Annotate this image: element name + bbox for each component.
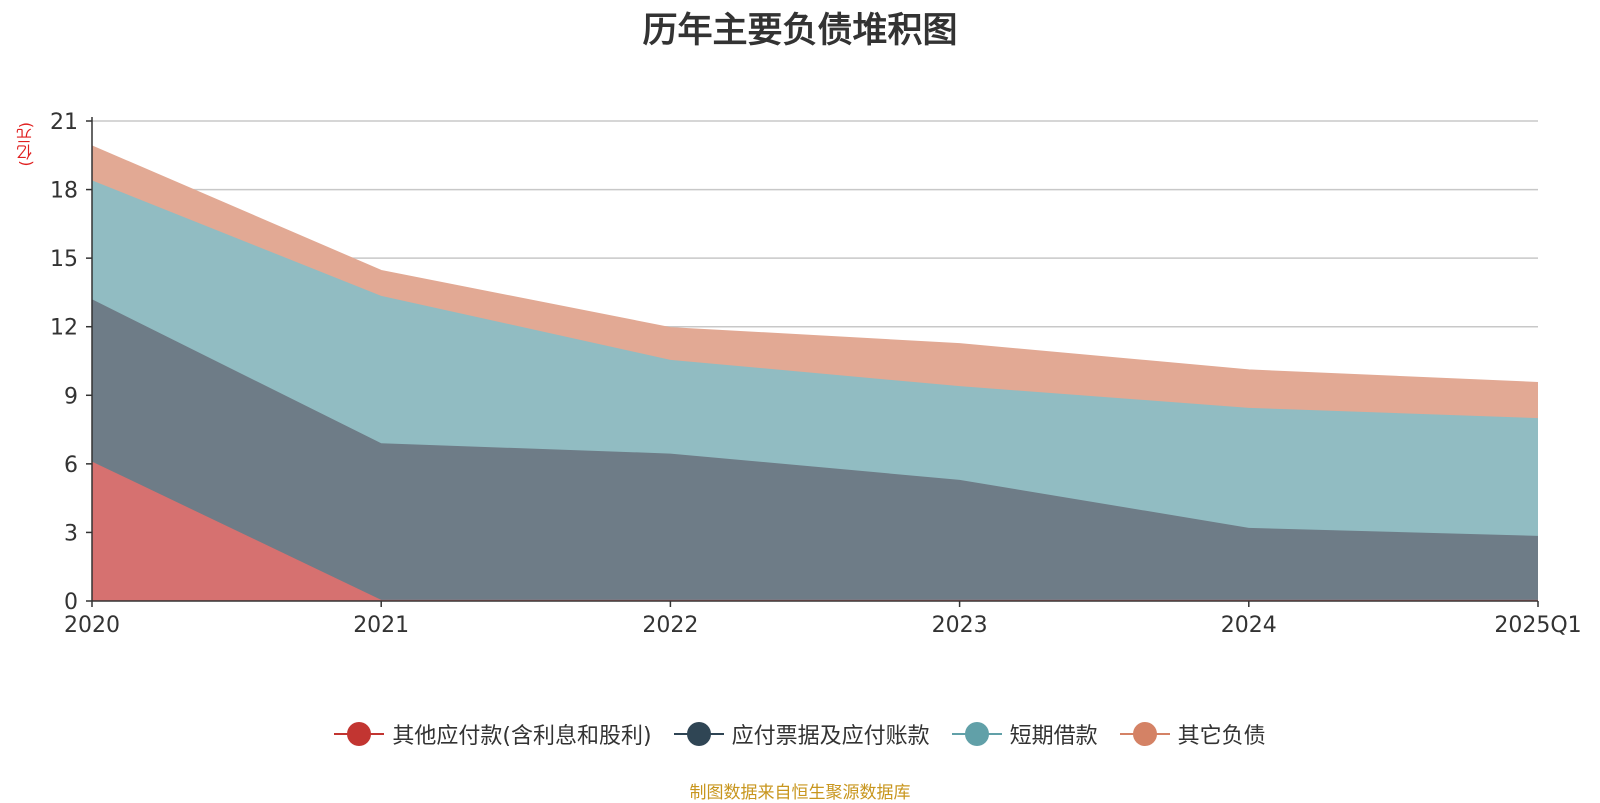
x-tick-label: 2020 xyxy=(64,613,120,638)
y-tick-label: 15 xyxy=(50,247,78,272)
y-tick-label: 21 xyxy=(50,110,78,135)
area-series-2 xyxy=(92,180,1538,536)
y-tick-label: 9 xyxy=(64,384,78,409)
legend-symbol xyxy=(673,721,724,747)
y-tick-label: 3 xyxy=(64,521,78,546)
x-tick-label: 2022 xyxy=(642,613,698,638)
legend-symbol xyxy=(1119,721,1170,747)
legend-label-notes-accounts-payable: 应付票据及应付账款 xyxy=(731,724,930,749)
area-line-series-3 xyxy=(91,145,1539,384)
x-tick-label: 2025Q1 xyxy=(1494,613,1581,638)
legend-dot-other-payables xyxy=(347,722,372,746)
x-tick-label: 2023 xyxy=(932,613,988,638)
legend-dot-other-liabilities xyxy=(1132,722,1157,746)
chart-title: 历年主要负债堆积图 xyxy=(642,11,958,51)
y-tick-label: 12 xyxy=(50,316,78,341)
legend-symbol xyxy=(334,721,385,747)
y-tick-label: 6 xyxy=(64,453,78,478)
area-series-0 xyxy=(92,461,1538,601)
legend-label-other-payables: 其他应付款(含利息和股利) xyxy=(392,724,652,749)
legend-item-notes-accounts-payable[interactable]: 应付票据及应付账款 xyxy=(673,718,930,750)
x-tick-label: 2024 xyxy=(1221,613,1277,638)
legend-item-other-liabilities[interactable]: 其它负债 xyxy=(1119,718,1266,750)
axes: 0 3 6 9 12 15 18 21 2020 2021 2022 2023 2024 2025Q1 xyxy=(50,110,1582,638)
legend-label-other-liabilities: 其它负债 xyxy=(1177,724,1266,749)
legend-dot-notes-accounts-payable xyxy=(686,722,711,746)
legend: 其他应付款(含利息和股利) 应付票据及应付账款 短期借款 其它负债 xyxy=(0,718,1600,750)
y-tick-label: 18 xyxy=(50,179,78,204)
area-layer xyxy=(91,145,1539,601)
y-tick-label: 0 xyxy=(64,590,78,615)
x-tick-label: 2021 xyxy=(353,613,409,638)
data-source-note: 制图数据来自恒生聚源数据库 xyxy=(689,783,911,803)
legend-symbol xyxy=(951,721,1002,747)
legend-item-short-term-loans[interactable]: 短期借款 xyxy=(951,718,1098,750)
area-series-3 xyxy=(92,146,1538,419)
legend-item-other-payables[interactable]: 其他应付款(含利息和股利) xyxy=(334,718,652,750)
legend-dot-short-term-loans xyxy=(964,722,989,746)
area-series-1 xyxy=(92,299,1538,600)
legend-label-short-term-loans: 短期借款 xyxy=(1009,724,1098,749)
